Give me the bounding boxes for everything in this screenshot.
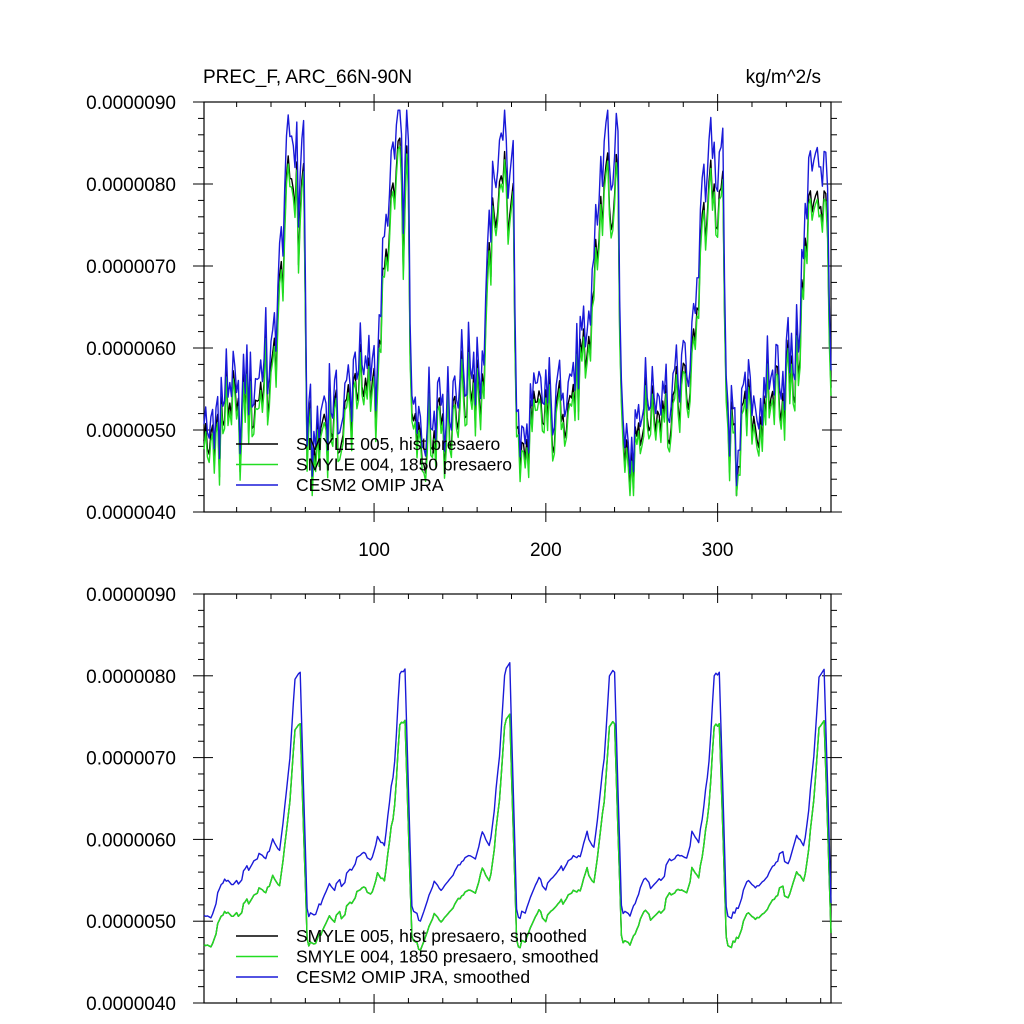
x-tick-label: 300 [702,540,734,561]
y-tick-label: 0.0000060 [86,339,176,360]
y-tick-label: 0.0000050 [86,421,176,442]
units-label: kg/m^2/s [746,67,821,88]
y-tick-label: 0.0000040 [86,994,176,1015]
series-line-2 [203,145,832,497]
series-line-2 [203,713,832,951]
legend-label-1: SMYLE 005, hist presaero [296,434,500,454]
legend-label-2: SMYLE 004, 1850 presaero [296,455,512,475]
x-tick-label: 100 [358,540,390,561]
y-tick-label: 0.0000050 [86,912,176,933]
x-tick-label: 200 [530,540,562,561]
plot-frame [203,593,832,1004]
y-tick-label: 0.0000090 [86,585,176,606]
y-tick-label: 0.0000080 [86,667,176,688]
bottom-panel-smoothed: 0.0000040 0.0000050 0.0000060 0.0000070 0.00… [86,585,842,1015]
series-line-3 [203,662,832,922]
y-tick-label: 0.0000060 [86,830,176,851]
legend-label-1: SMYLE 005, hist presaero, smoothed [296,926,587,946]
legend-label-3: CESM2 OMIP JRA [296,475,444,495]
legend-label-2: SMYLE 004, 1850 presaero, smoothed [296,947,599,967]
y-tick-label: 0.0000070 [86,749,176,770]
plot-frame [203,101,832,513]
top-panel-raw: 100 200 300 0.0000040 0.0000050 0.0000060 0.00… [86,93,842,561]
legend-label-3: CESM2 OMIP JRA, smoothed [296,967,530,987]
chart-title: PREC_F, ARC_66N-90N [203,67,412,88]
y-tick-label: 0.0000070 [86,257,176,278]
y-tick-label: 0.0000090 [86,93,176,114]
series-line-3 [203,109,832,487]
y-tick-label: 0.0000080 [86,175,176,196]
y-tick-label: 0.0000040 [86,503,176,524]
